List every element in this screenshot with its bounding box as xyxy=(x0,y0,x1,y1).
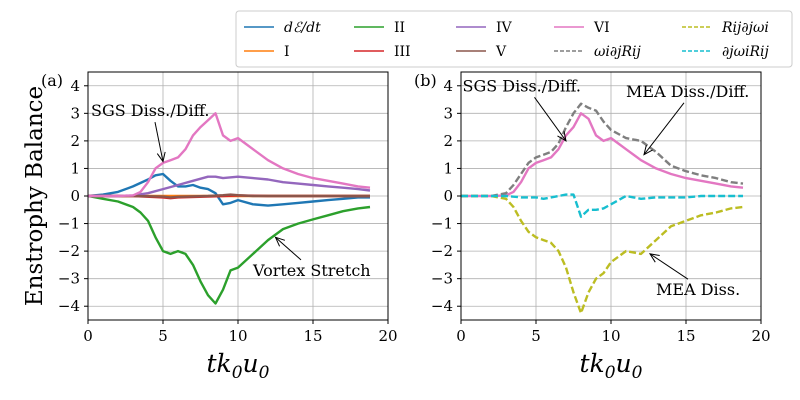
series-line-wR xyxy=(461,102,744,198)
series-line-dwR xyxy=(461,193,743,218)
x-tick-label: 10 xyxy=(228,327,247,345)
annotation-label: MEA Diss. xyxy=(656,280,740,299)
legend-label-dwR: ∂jωiRij xyxy=(722,44,769,60)
legend-label-Rw: Rij∂jωi xyxy=(721,20,769,36)
annotation-arrow-line xyxy=(649,253,689,280)
annotation-label: Vortex Stretch xyxy=(252,261,371,280)
y-tick-label: −4 xyxy=(431,297,453,315)
y-tick-label: 2 xyxy=(443,132,453,150)
x-axis-label: tk0u0 xyxy=(580,349,643,383)
y-tick-label: 0 xyxy=(443,187,453,205)
legend-label-VI: VI xyxy=(593,20,610,36)
legend-label-III: III xyxy=(394,44,411,60)
annotation-arrow-line xyxy=(643,102,685,155)
legend-label-I: I xyxy=(284,44,290,60)
x-tick-label: 0 xyxy=(456,327,466,345)
annotation-arrow-line xyxy=(275,236,302,261)
y-tick-label: −3 xyxy=(58,270,80,288)
series-line-VI xyxy=(88,112,371,198)
panel-label: (a) xyxy=(41,71,63,90)
x-tick-label: 5 xyxy=(531,327,541,345)
annotation-arrow-head xyxy=(156,151,166,163)
y-tick-label: 0 xyxy=(70,187,80,205)
annotation-label: SGS Diss./Diff. xyxy=(463,76,581,95)
legend-label-II: II xyxy=(394,20,405,36)
annotation-arrow-head xyxy=(643,144,653,156)
annotation-arrow-line xyxy=(534,96,567,142)
series-line-VI xyxy=(461,112,744,198)
y-tick-label: 3 xyxy=(70,104,80,122)
annotation-arrow-head xyxy=(648,253,660,263)
y-tick-label: −3 xyxy=(431,270,453,288)
y-tick-label: 3 xyxy=(443,104,453,122)
series-line-V xyxy=(88,193,370,199)
x-axis-label: tk0u0 xyxy=(207,349,270,383)
x-tick-label: 15 xyxy=(676,327,695,345)
x-axis-label-text: tk xyxy=(207,349,232,378)
x-axis-label-text: tk xyxy=(580,349,605,378)
x-tick-label: 0 xyxy=(83,327,93,345)
annotation-arrow-head xyxy=(274,236,286,247)
x-tick-label: 5 xyxy=(158,327,168,345)
annotation-label: MEA Diss./Diff. xyxy=(626,82,749,101)
y-tick-label: 1 xyxy=(443,159,453,177)
panel-b: 0 5 10 15 20 −4 −3 −2 −1 0 1 2 3 4 (b) tk0u0 SGS Diss./D… xyxy=(414,71,771,383)
legend-label-wR: ωi∂jRij xyxy=(594,44,641,60)
x-tick-label: 20 xyxy=(751,327,770,345)
legend-label-V: V xyxy=(495,44,507,60)
y-tick-label: −4 xyxy=(58,297,80,315)
x-tick-label: 15 xyxy=(303,327,322,345)
annotation-arrow-line xyxy=(154,121,164,162)
panel-a: 0 5 10 15 20 −4 −3 −2 −1 0 1 2 3 4 (a) tk0u0 Enstrophy B… xyxy=(22,71,398,383)
annotation-arrow-head xyxy=(557,131,567,142)
y-tick-label: −1 xyxy=(431,215,453,233)
panel-label: (b) xyxy=(414,71,437,90)
annotation-label: SGS Diss./Diff. xyxy=(91,101,209,120)
x-tick-label: 20 xyxy=(378,327,397,345)
y-tick-label: 1 xyxy=(70,159,80,177)
x-tick-label: 10 xyxy=(601,327,620,345)
y-tick-label: −2 xyxy=(58,242,80,260)
legend-label-dE: dℰ/dt xyxy=(284,20,321,36)
legend-label-IV: IV xyxy=(496,20,513,36)
y-tick-label: 2 xyxy=(70,132,80,150)
y-tick-label: 4 xyxy=(70,77,80,95)
y-tick-label: 4 xyxy=(443,77,453,95)
series-line-IV xyxy=(88,175,371,198)
legend-box xyxy=(235,10,793,68)
series-line-Rw xyxy=(461,194,744,315)
series-line-II xyxy=(87,194,371,305)
y-tick-label: −1 xyxy=(58,215,80,233)
y-axis-label: Enstrophy Balance xyxy=(22,86,48,306)
y-tick-label: −2 xyxy=(431,242,453,260)
